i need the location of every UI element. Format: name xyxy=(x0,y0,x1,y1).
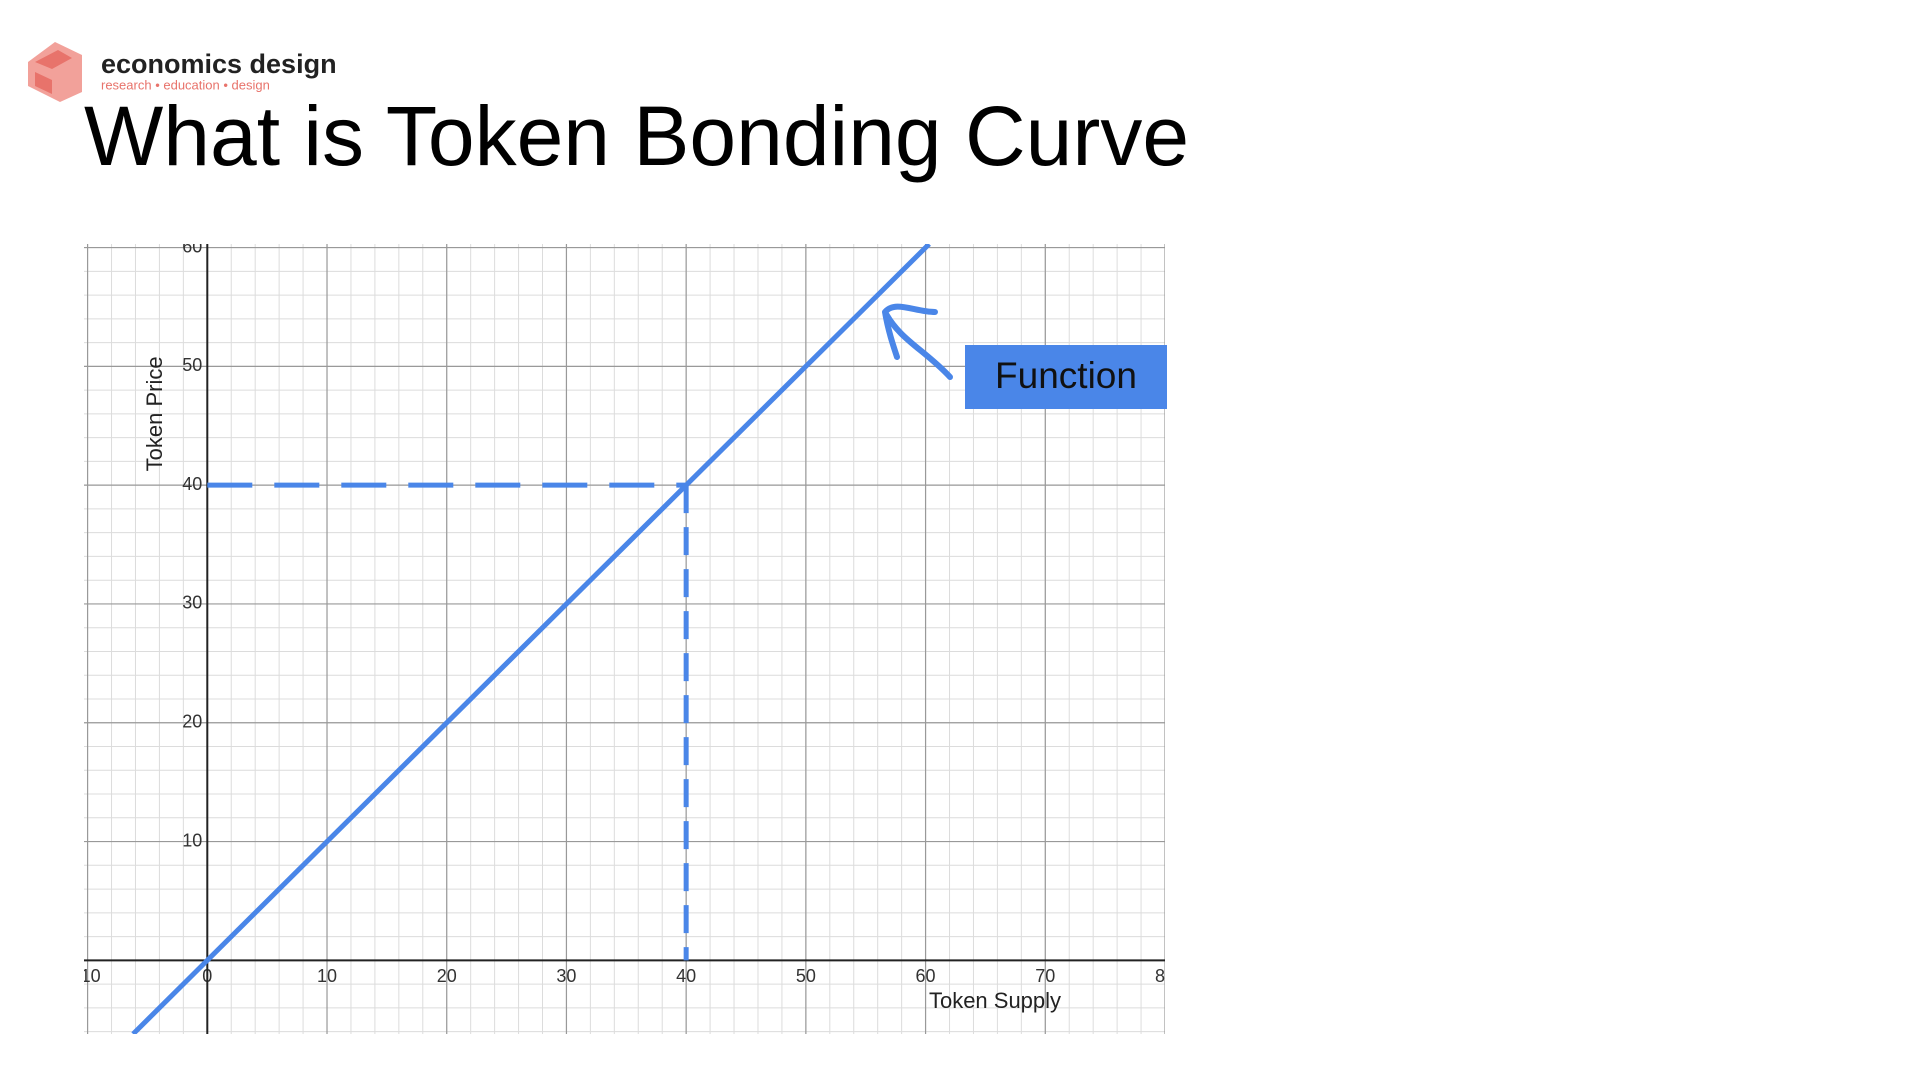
slide-title: What is Token Bonding Curve xyxy=(84,89,1189,183)
y-tick-label: 40 xyxy=(182,474,202,494)
x-tick-label: 60 xyxy=(916,966,936,986)
y-tick-label: 60 xyxy=(182,236,202,256)
x-tick-label: 20 xyxy=(437,966,457,986)
y-axis-label: Token Price xyxy=(142,356,167,471)
y-tick-label: 10 xyxy=(182,830,202,850)
x-axis-label: Token Supply xyxy=(929,988,1061,1013)
annotation-box xyxy=(965,345,1167,409)
logo-name: economics design xyxy=(101,49,337,79)
annotation-arrow xyxy=(882,303,953,380)
x-tick-label: 80 xyxy=(1155,966,1175,986)
plot-area: -1001020304050607080102030405060Token Su… xyxy=(75,236,1175,1034)
x-tick-label: 70 xyxy=(1035,966,1055,986)
logo-tagline: research • education • design xyxy=(101,77,270,92)
x-tick-label: 30 xyxy=(556,966,576,986)
logo-icon xyxy=(28,42,82,102)
annotation: Function xyxy=(995,355,1137,396)
y-tick-label: 20 xyxy=(182,712,202,732)
x-tick-label: 50 xyxy=(796,966,816,986)
x-tick-label: 40 xyxy=(676,966,696,986)
x-tick-label: -10 xyxy=(75,966,101,986)
x-tick-label: 10 xyxy=(317,966,337,986)
function-line xyxy=(131,244,931,1034)
y-tick-label: 50 xyxy=(182,355,202,375)
overlay: Function xyxy=(882,303,1167,409)
y-tick-label: 30 xyxy=(182,593,202,613)
